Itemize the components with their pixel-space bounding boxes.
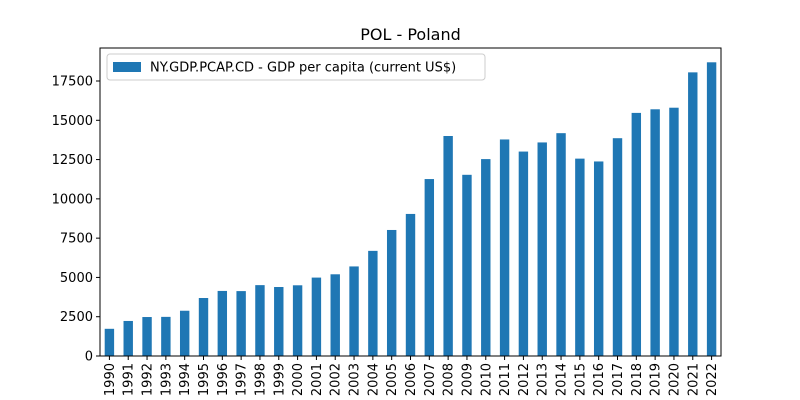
x-tick-label: 2018 [630,363,645,396]
bar-1991 [123,320,133,356]
x-tick-label: 2007 [423,363,438,396]
x-tick-label: 2005 [385,363,400,396]
bar-2010 [481,159,491,356]
x-tick-label: 2020 [667,363,682,396]
bar-1993 [161,316,171,356]
y-tick-label: 2500 [60,310,93,325]
x-tick-label: 2000 [291,363,306,396]
x-tick-label: 1996 [216,363,231,396]
x-tick-label: 2022 [705,363,720,396]
y-tick-label: 5000 [60,271,93,286]
bar-2005 [386,229,397,356]
y-tick-label: 17500 [52,75,93,90]
x-tick-label: 2003 [348,363,363,396]
x-tick-label: 1994 [178,363,193,396]
x-tick-label: 2004 [366,363,381,396]
bar-2004 [368,250,378,356]
x-tick-label: 1995 [197,363,212,396]
bar-2020 [669,107,679,357]
x-tick-label: 2013 [536,363,551,396]
legend-frame [106,53,486,81]
bar-1998 [255,285,265,356]
bar-1992 [142,317,152,356]
bar-1995 [198,298,209,356]
x-tick-label: 1993 [159,363,174,396]
bar-2016 [593,161,604,356]
x-tick-label: 2015 [573,363,588,396]
bar-2013 [537,142,547,356]
x-tick-label: 1998 [253,363,268,396]
bar-1994 [179,310,190,356]
bar-2014 [556,133,566,356]
bar-2001 [311,277,322,356]
bar-2006 [405,213,416,356]
x-tick-label: 2001 [310,363,325,396]
bar-2021 [688,72,698,357]
bar-2009 [462,174,472,356]
y-tick-label: 10000 [52,192,93,207]
legend-label: NY.GDP.PCAP.CD - GDP per capita (current… [150,61,456,76]
legend-swatch [113,62,141,72]
bar-2008 [443,136,453,356]
bar-2022 [706,62,717,357]
x-tick-label: 1999 [272,363,287,396]
x-tick-label: 2002 [329,363,344,396]
x-tick-label: 2010 [479,363,494,396]
x-tick-label: 2011 [498,363,513,396]
y-tick-label: 7500 [60,232,93,247]
bar-2011 [499,139,510,356]
x-tick-label: 1990 [103,363,118,396]
x-tick-label: 2014 [555,363,570,396]
x-tick-label: 1997 [235,363,250,396]
bar-1999 [274,287,284,356]
y-tick-label: 15000 [52,114,93,129]
bar-2018 [631,112,642,357]
bar-2007 [424,179,435,356]
x-tick-label: 2019 [649,363,664,396]
x-tick-label: 2017 [611,363,626,396]
y-tick-label: 0 [85,350,93,365]
x-tick-label: 2021 [686,363,701,396]
axes-layer: 0 2500 5000 7500 10000 12500 15000 17500 1990 199… [52,47,722,396]
bar-2012 [518,151,529,356]
chart-title: POL - Poland [360,25,461,44]
bars-layer [104,62,717,357]
bar-1996 [217,290,228,356]
x-tick-label: 2006 [404,363,419,396]
x-tick-label: 1991 [122,363,137,396]
x-tick-label: 2016 [592,363,607,396]
y-tick-label: 12500 [52,153,93,168]
x-tick-label: 2008 [442,363,457,396]
bar-2019 [650,109,660,356]
bar-2017 [612,138,623,356]
x-tick-label: 1992 [141,363,156,396]
bar-2003 [349,266,359,356]
bar-2002 [330,274,340,356]
legend: NY.GDP.PCAP.CD - GDP per capita (current… [106,53,486,81]
x-tick-label: 2009 [460,363,475,396]
x-tick-label: 2012 [517,363,532,396]
bar-1990 [104,328,115,356]
bar-2015 [575,158,585,356]
bar-1997 [236,291,246,356]
bar-2000 [292,285,303,356]
